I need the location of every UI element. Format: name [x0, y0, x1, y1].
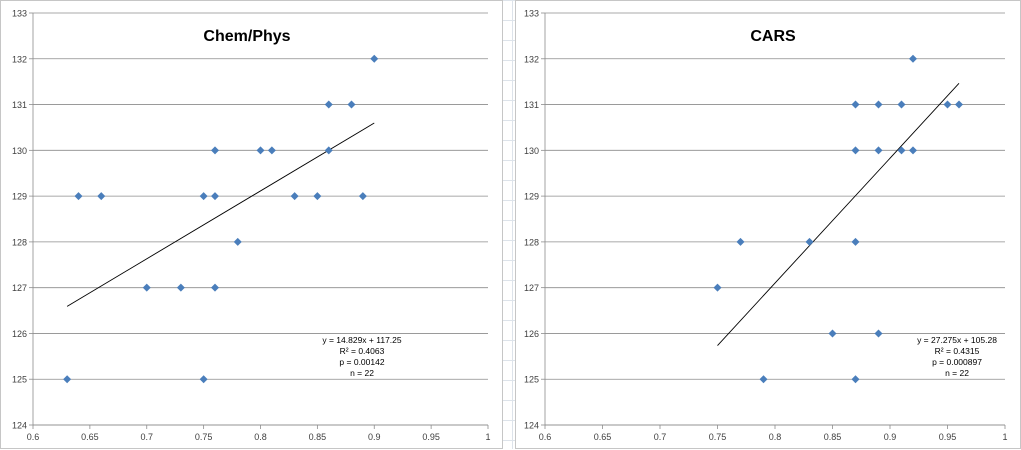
y-tick-label: 127 [524, 283, 539, 293]
x-tick-label: 1 [1002, 432, 1007, 442]
data-point [211, 192, 219, 201]
x-tick-label: 0.7 [654, 432, 667, 442]
trendline-annotation: p = 0.00142 [339, 357, 384, 367]
data-point [713, 283, 722, 292]
x-tick-label: 0.65 [594, 432, 612, 442]
data-point [347, 100, 356, 109]
x-tick-label: 0.8 [254, 432, 267, 442]
data-point [736, 237, 745, 246]
y-tick-label: 126 [524, 329, 539, 339]
x-tick-label: 0.65 [81, 432, 99, 442]
y-tick-label: 125 [524, 375, 539, 385]
y-tick-label: 129 [12, 192, 27, 202]
y-tick-label: 132 [12, 54, 27, 64]
data-point [211, 283, 219, 292]
y-tick-label: 126 [12, 329, 27, 339]
x-tick-label: 0.7 [140, 432, 153, 442]
y-tick-label: 130 [524, 146, 539, 156]
x-tick-label: 0.6 [539, 432, 552, 442]
data-point [897, 100, 906, 109]
data-point [290, 192, 299, 201]
trendline-annotation: y = 14.829x + 117.25 [322, 335, 402, 345]
trendline-annotation: R² = 0.4063 [340, 346, 385, 356]
data-point [324, 100, 333, 109]
data-point [256, 146, 265, 155]
data-point [874, 329, 883, 338]
x-tick-label: 0.95 [422, 432, 440, 442]
y-tick-label: 125 [12, 375, 27, 385]
cars-plot: 124 125 126 127 128 129 130 131 132 133 0.6 0.65 0.7… [524, 9, 1008, 443]
y-tick-label: 131 [524, 100, 539, 110]
data-point [63, 375, 72, 384]
trendline-annotation: n = 22 [945, 368, 969, 378]
x-tick-label: 0.95 [939, 432, 957, 442]
trendline-annotation: R² = 0.4315 [935, 346, 980, 356]
data-point [955, 100, 963, 109]
data-point [909, 146, 917, 155]
data-point [211, 146, 219, 155]
data-point [828, 329, 837, 338]
data-point [199, 375, 208, 384]
data-point [851, 100, 860, 109]
x-tick-label: 0.75 [195, 432, 213, 442]
data-point [324, 146, 333, 155]
y-tick-label: 124 [12, 421, 27, 431]
trendline [66, 122, 375, 307]
data-point [142, 283, 151, 292]
data-point [267, 146, 276, 155]
data-point [851, 237, 860, 246]
data-point [97, 192, 106, 201]
y-tick-label: 128 [12, 237, 27, 247]
data-point [909, 54, 917, 63]
data-point [897, 146, 906, 155]
y-tick-label: 128 [524, 237, 539, 247]
data-point [199, 192, 208, 201]
y-tick-label: 124 [524, 421, 539, 431]
y-tick-label: 133 [524, 9, 539, 19]
data-point [358, 192, 367, 201]
y-tick-label: 129 [524, 192, 539, 202]
trendline-annotation: p = 0.000897 [932, 357, 982, 367]
chart-chem-phys[interactable]: 124 125 126 127 128 129 130 131 132 133 0.6 0.65 0.7… [0, 0, 503, 449]
data-point [759, 375, 768, 384]
chart-cars[interactable]: 124 125 126 127 128 129 130 131 132 133 0.6 0.65 0.7… [515, 0, 1021, 449]
data-point [370, 54, 379, 63]
chart-title: CARS [750, 28, 796, 45]
data-point [851, 375, 860, 384]
data-point [313, 192, 322, 201]
x-tick-label: 0.9 [368, 432, 381, 442]
x-tick-label: 0.6 [27, 432, 40, 442]
x-tick-label: 0.85 [824, 432, 842, 442]
data-point [874, 100, 883, 109]
trendline [717, 83, 960, 346]
x-tick-label: 0.85 [309, 432, 327, 442]
data-point [874, 146, 883, 155]
y-tick-label: 131 [12, 100, 27, 110]
y-tick-label: 132 [524, 54, 539, 64]
trendline-annotation: n = 22 [350, 368, 374, 378]
data-point [74, 192, 83, 201]
data-point [943, 100, 952, 109]
y-tick-label: 127 [12, 283, 27, 293]
chem-phys-plot: 124 125 126 127 128 129 130 131 132 133 0.6 0.65 0.7… [12, 9, 491, 443]
x-tick-label: 1 [485, 432, 490, 442]
data-point [176, 283, 185, 292]
data-point [851, 146, 860, 155]
chart-title: Chem/Phys [203, 28, 290, 45]
trendline-annotation: y = 27.275x + 105.28 [917, 335, 997, 345]
x-tick-label: 0.75 [709, 432, 727, 442]
data-point [233, 237, 242, 246]
y-tick-label: 133 [12, 9, 27, 19]
y-tick-label: 130 [12, 146, 27, 156]
x-tick-label: 0.9 [884, 432, 897, 442]
x-tick-label: 0.8 [769, 432, 782, 442]
data-point [805, 237, 814, 246]
